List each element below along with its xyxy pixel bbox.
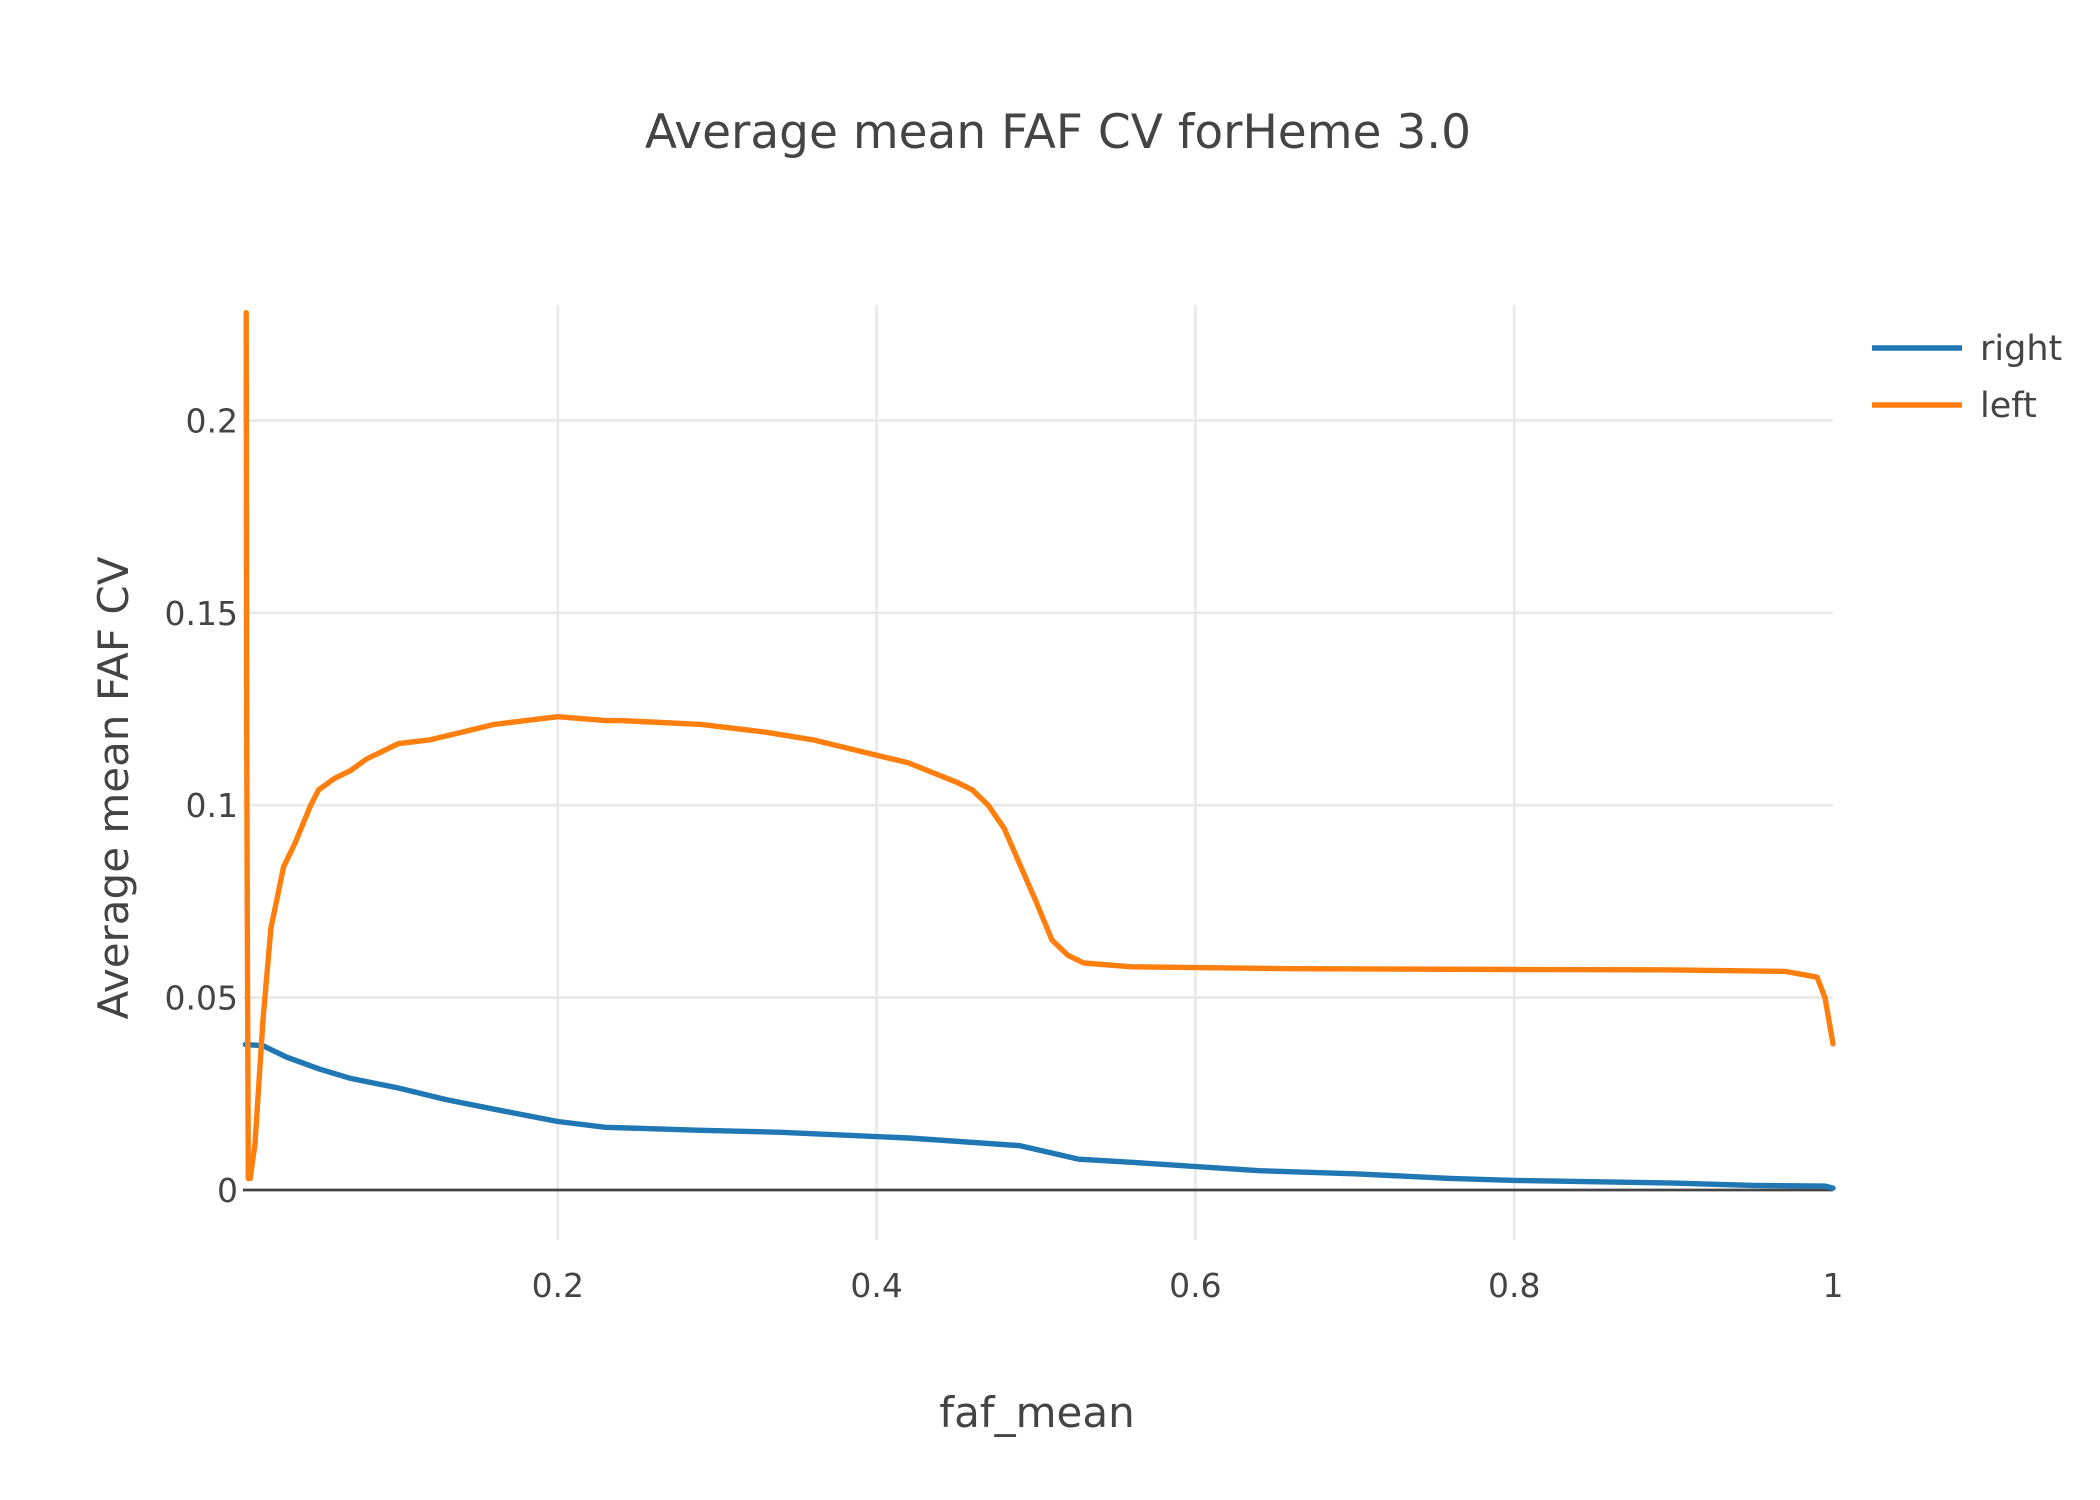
x-tick-label: 0.6	[1169, 1266, 1221, 1305]
series-line-left	[243, 310, 1836, 1182]
legend-item-left[interactable]: left	[1872, 386, 2037, 426]
y-tick-label: 0.05	[165, 979, 238, 1018]
x-tick-label: 0.8	[1488, 1266, 1540, 1305]
chart-title: Average mean FAF CV forHeme 3.0	[645, 105, 1471, 160]
x-tick-label: 0.2	[532, 1266, 584, 1305]
x-tick-label: 1	[1823, 1266, 1844, 1305]
y-tick-label: 0.15	[165, 594, 238, 633]
x-axis-title: faf_mean	[939, 1388, 1134, 1437]
y-tick-label: 0	[217, 1171, 238, 1210]
tick-labels: 0.2 0.4 0.6 0.8 1 0 0.05 0.1 0.15 0.2	[165, 401, 1844, 1305]
legend[interactable]: right left	[1872, 329, 2062, 426]
legend-label: right	[1980, 329, 2062, 369]
y-tick-label: 0.1	[186, 786, 238, 825]
legend-item-right[interactable]: right	[1872, 329, 2062, 369]
y-tick-label: 0.2	[186, 401, 238, 440]
series-line-right	[242, 1041, 1836, 1191]
y-axis-title: Average mean FAF CV	[89, 556, 138, 1019]
series-layer	[242, 310, 1836, 1191]
legend-label: left	[1980, 386, 2037, 426]
x-tick-label: 0.4	[850, 1266, 902, 1305]
grid-layer	[243, 305, 1833, 1240]
